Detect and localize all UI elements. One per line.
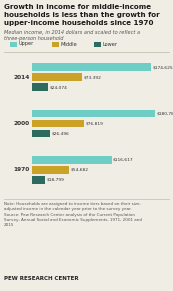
Text: $54,682: $54,682 <box>71 168 89 172</box>
FancyBboxPatch shape <box>32 110 155 117</box>
Text: $116,617: $116,617 <box>113 158 134 162</box>
Text: Note: Households are assigned to income tiers based on their size-: Note: Households are assigned to income … <box>4 202 141 206</box>
FancyBboxPatch shape <box>32 176 45 184</box>
Text: 1970: 1970 <box>14 167 30 172</box>
FancyBboxPatch shape <box>94 42 101 47</box>
FancyBboxPatch shape <box>32 156 112 164</box>
Text: Source: Pew Research Center analysis of the Current Population: Source: Pew Research Center analysis of … <box>4 213 135 217</box>
Text: Upper: Upper <box>19 42 34 47</box>
Text: households is less than the growth for: households is less than the growth for <box>4 12 160 18</box>
Text: $18,799: $18,799 <box>46 178 64 182</box>
FancyBboxPatch shape <box>32 84 48 91</box>
Text: 2014: 2014 <box>14 75 30 80</box>
Text: three-person household: three-person household <box>4 36 63 41</box>
Text: $73,392: $73,392 <box>84 75 101 79</box>
Text: Survey, Annual Social and Economic Supplements, 1971, 2001 and: Survey, Annual Social and Economic Suppl… <box>4 218 142 222</box>
FancyBboxPatch shape <box>32 120 84 127</box>
Text: $174,625: $174,625 <box>153 65 173 69</box>
Text: 2000: 2000 <box>14 121 30 126</box>
FancyBboxPatch shape <box>32 130 50 137</box>
FancyBboxPatch shape <box>32 63 151 71</box>
FancyBboxPatch shape <box>10 42 17 47</box>
FancyBboxPatch shape <box>32 73 82 81</box>
Text: $24,074: $24,074 <box>50 85 68 89</box>
Text: Middle: Middle <box>61 42 77 47</box>
Text: Median income, in 2014 dollars and scaled to reflect a: Median income, in 2014 dollars and scale… <box>4 30 140 35</box>
Text: PEW RESEARCH CENTER: PEW RESEARCH CENTER <box>4 276 79 281</box>
Text: Lower: Lower <box>102 42 117 47</box>
Text: $76,819: $76,819 <box>86 122 104 125</box>
Text: adjusted income in the calendar year prior to the survey year.: adjusted income in the calendar year pri… <box>4 207 132 211</box>
Text: upper-income households since 1970: upper-income households since 1970 <box>4 20 153 26</box>
FancyBboxPatch shape <box>32 166 69 174</box>
Text: Growth in income for middle-income: Growth in income for middle-income <box>4 4 151 10</box>
Text: $26,496: $26,496 <box>52 132 69 136</box>
Text: 2015: 2015 <box>4 223 14 227</box>
FancyBboxPatch shape <box>52 42 59 47</box>
Text: $180,789: $180,789 <box>157 111 173 116</box>
